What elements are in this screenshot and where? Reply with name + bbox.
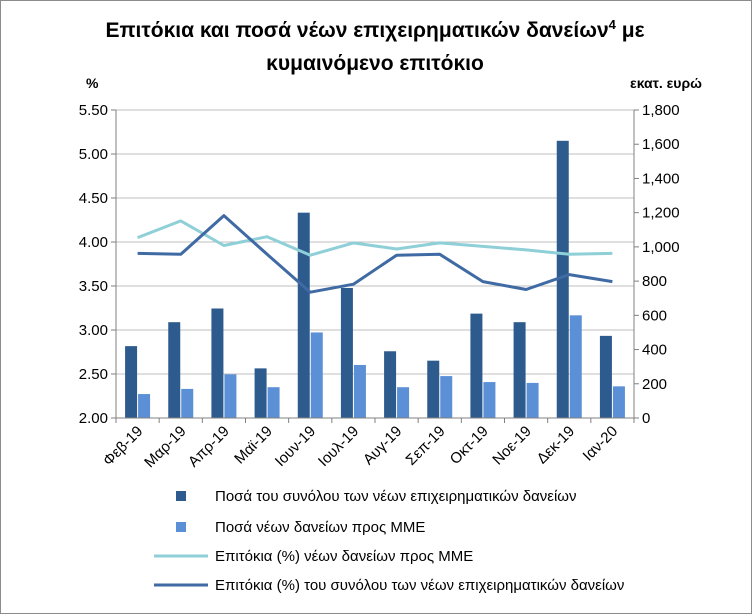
series-line [137,214,613,294]
grid-lines [116,109,634,375]
right-tick-label: 800 [642,273,667,290]
x-tick-label: Δεκ-19 [534,423,578,467]
bar [224,374,237,418]
bar [612,386,625,418]
legend-label: Επιτόκια (%) του συνόλου των νέων επιχει… [215,577,624,594]
series-line [137,219,613,257]
left-tick-label: 5.00 [79,146,108,163]
left-tick-label: 3.00 [79,322,108,339]
right-tick-label: 1,200 [642,205,680,222]
x-tick-label: Ιουλ-19 [315,423,362,470]
x-tick-label: Ιουν-19 [272,423,319,470]
bar [353,364,366,418]
bar [427,360,440,418]
bar [125,346,138,418]
left-tick-label: 2.00 [79,410,108,427]
bar [397,387,410,418]
bar [168,322,181,418]
left-tick-label: 5.50 [79,102,108,119]
legend-label: Επιτόκια (%) νέων δανείων προς ΜΜΕ [215,548,473,565]
bar [181,388,194,418]
x-tick-label: Νοε-19 [489,423,535,469]
right-tick-label: 1,600 [642,136,680,153]
bar [310,332,323,418]
legend-label: Ποσά νέων δανείων προς ΜΜΕ [215,519,425,536]
bar [526,382,539,418]
title-suffix: με [615,19,645,42]
bar [138,394,151,418]
bar [599,335,612,418]
x-tick-label: Αυγ-19 [360,423,406,469]
right-tick-label: 1,000 [642,239,680,256]
x-tick-label: Απρ-19 [185,423,233,471]
bar [211,308,224,418]
bar [340,287,353,418]
right-axis-unit: εκατ. ευρώ [630,75,702,91]
chart-title: Επιτόκια και ποσά νέων επιχειρηματικών δ… [0,8,750,80]
bar [483,382,496,418]
left-axis-unit: % [86,75,99,91]
right-tick-label: 200 [642,376,667,393]
bar [384,351,397,418]
legend-swatch [176,522,186,532]
left-tick-label: 4.50 [79,190,108,207]
left-tick-label: 4.00 [79,234,108,251]
right-tick-label: 400 [642,342,667,359]
x-tick-label: Οκτ-19 [447,423,492,468]
x-tick-label: Μαρ-19 [141,423,189,471]
bar [254,368,267,418]
legend-swatch [176,491,186,501]
x-tick-label: Σεπ-19 [403,423,449,469]
bar [569,315,582,418]
bars [125,140,625,419]
left-tick-label: 3.50 [79,278,108,295]
right-tick-label: 1,400 [642,170,680,187]
x-tick-label: Ιαν-20 [580,423,622,465]
legend: Ποσά του συνόλου των νέων επιχειρηματικώ… [154,488,624,594]
right-tick-label: 600 [642,307,667,324]
x-tick-label: Μαϊ-19 [231,423,276,468]
title-line2: κυμαινόμενο επιτόκιο [266,52,484,75]
left-tick-label: 2.50 [79,366,108,383]
bar [470,313,483,418]
bar [267,387,280,418]
bar [440,376,453,418]
title-line1: Επιτόκια και ποσά νέων επιχειρηματικών δ… [105,19,609,42]
bar [513,322,526,418]
title-footnote: 4 [608,17,616,32]
right-tick-label: 1,800 [642,102,680,119]
bar [297,212,310,418]
lines [137,214,613,294]
legend-label: Ποσά του συνόλου των νέων επιχειρηματικώ… [215,488,577,505]
x-tick-label: Φεβ-19 [100,423,147,470]
bar [556,140,569,419]
right-tick-label: 0 [642,410,650,427]
